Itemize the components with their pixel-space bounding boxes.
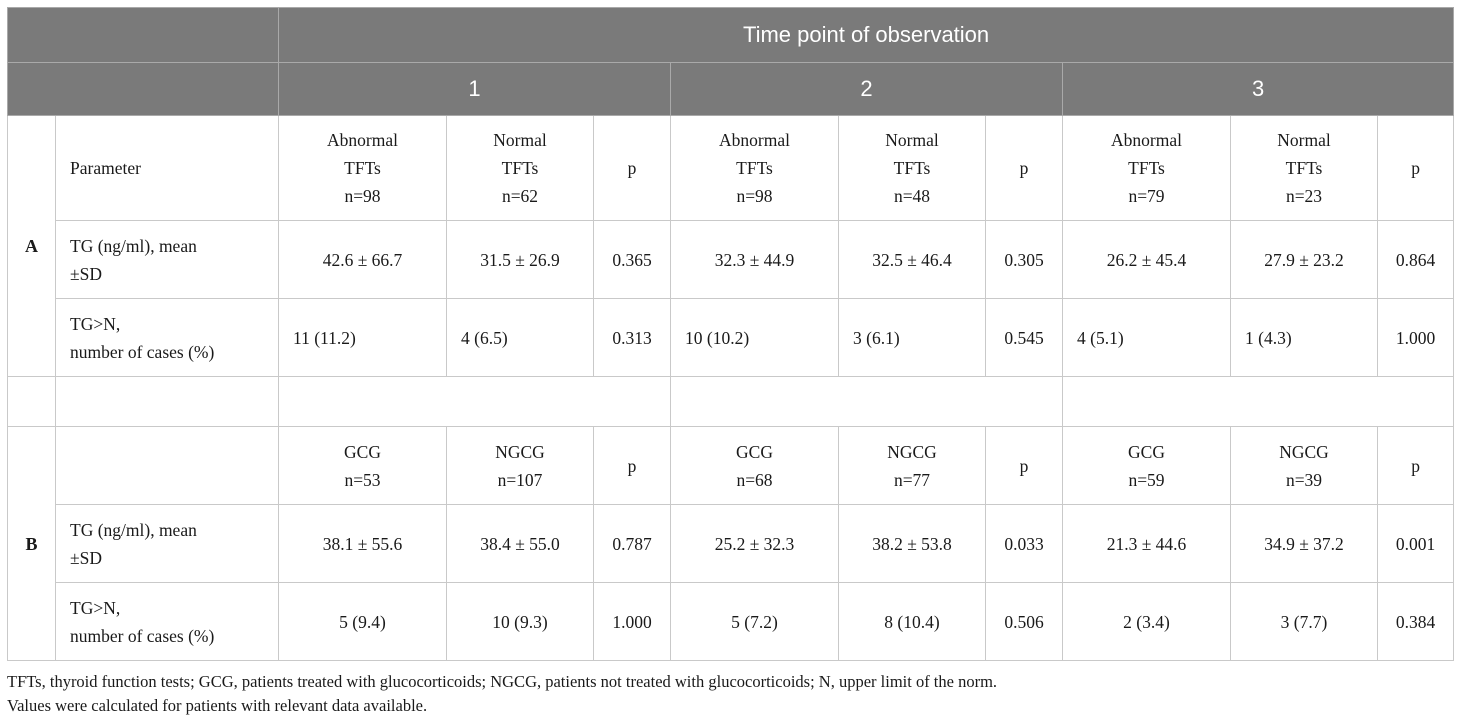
table-cell: 10 (10.2) <box>670 298 839 377</box>
table-cell: 42.6 ± 66.7 <box>278 220 447 299</box>
table-cell: 10 (9.3) <box>446 582 594 661</box>
table-cell: 38.1 ± 55.6 <box>278 504 447 583</box>
col-header: GCG n=59 <box>1062 426 1231 505</box>
table-cell: 1 (4.3) <box>1230 298 1378 377</box>
table-cell: 26.2 ± 45.4 <box>1062 220 1231 299</box>
table-row: TG>N, number of cases (%) 5 (9.4) 10 (9.3… <box>8 582 1455 661</box>
row-label: TG>N, number of cases (%) <box>55 298 279 377</box>
p-value: 0.305 <box>985 220 1063 299</box>
footnote-values: Values were calculated for patients with… <box>7 696 428 715</box>
table-cell: 5 (7.2) <box>670 582 839 661</box>
p-header: p <box>593 426 671 505</box>
table-cell: 32.5 ± 46.4 <box>838 220 986 299</box>
table-row: TG>N, number of cases (%) 11 (11.2) 4 (6.… <box>8 298 1455 377</box>
p-value: 0.506 <box>985 582 1063 661</box>
table-cell: 3 (7.7) <box>1230 582 1378 661</box>
results-table: Time point of observation 1 2 3 A Parame… <box>7 7 1455 661</box>
p-header: p <box>1376 115 1455 221</box>
p-value: 0.384 <box>1376 582 1455 661</box>
spacer-cell <box>7 376 56 427</box>
table-cell: 11 (11.2) <box>278 298 447 377</box>
p-header: p <box>985 426 1063 505</box>
col-header: Abnormal TFTs n=79 <box>1062 115 1231 221</box>
p-value: 0.001 <box>1376 504 1455 583</box>
table-cell: 27.9 ± 23.2 <box>1230 220 1378 299</box>
p-value: 0.787 <box>593 504 671 583</box>
timepoint-3: 3 <box>1061 62 1455 116</box>
col-header: NGCG n=39 <box>1230 426 1378 505</box>
p-value: 0.864 <box>1376 220 1455 299</box>
table-cell: 31.5 ± 26.9 <box>446 220 594 299</box>
spacer-cell <box>670 376 1063 427</box>
table-cell: 4 (6.5) <box>446 298 594 377</box>
section-b-label: B <box>7 426 56 661</box>
table-cell: 3 (6.1) <box>838 298 986 377</box>
table-cell: 38.2 ± 53.8 <box>838 504 986 583</box>
p-header: p <box>985 115 1063 221</box>
table-cell: 8 (10.4) <box>838 582 986 661</box>
col-header: Normal TFTs n=23 <box>1230 115 1378 221</box>
header-row-title: Time point of observation <box>7 7 1455 63</box>
table-row: TG (ng/ml), mean ±SD 38.1 ± 55.6 38.4 ± 5… <box>8 504 1455 583</box>
header-row-timepoints: 1 2 3 <box>7 62 1455 116</box>
empty-cell <box>55 426 279 505</box>
p-value: 1.000 <box>593 582 671 661</box>
col-header: GCG n=53 <box>278 426 447 505</box>
col-header: Abnormal TFTs n=98 <box>670 115 839 221</box>
p-value: 0.313 <box>593 298 671 377</box>
table-cell: 38.4 ± 55.0 <box>446 504 594 583</box>
table-cell: 32.3 ± 44.9 <box>670 220 839 299</box>
row-label: TG (ng/ml), mean ±SD <box>55 220 279 299</box>
p-header: p <box>593 115 671 221</box>
p-value: 0.545 <box>985 298 1063 377</box>
spacer-row <box>7 376 1455 427</box>
spacer-cell <box>278 376 671 427</box>
col-header: NGCG n=77 <box>838 426 986 505</box>
section-a-header-row: A Parameter Abnormal TFTs n=98 Normal TFTs n… <box>7 115 1455 377</box>
row-label: TG>N, number of cases (%) <box>55 582 279 661</box>
table-cell: 25.2 ± 32.3 <box>670 504 839 583</box>
col-header: Normal TFTs n=48 <box>838 115 986 221</box>
spacer-cell <box>55 376 279 427</box>
header-corner <box>7 7 279 63</box>
col-header: Normal TFTs n=62 <box>446 115 594 221</box>
table-cell: 21.3 ± 44.6 <box>1062 504 1231 583</box>
footnote-abbreviations: TFTs, thyroid function tests; GCG, patie… <box>7 672 998 691</box>
table-cell: 5 (9.4) <box>278 582 447 661</box>
timepoint-2: 2 <box>670 62 1063 116</box>
table-footnotes: TFTs, thyroid function tests; GCG, patie… <box>7 670 997 718</box>
section-a-label: A <box>7 115 56 377</box>
row-label: TG (ng/ml), mean ±SD <box>55 504 279 583</box>
p-value: 0.033 <box>985 504 1063 583</box>
col-header: NGCG n=107 <box>446 426 594 505</box>
spacer-cell <box>1061 376 1455 427</box>
p-value: 0.365 <box>593 220 671 299</box>
col-header: GCG n=68 <box>670 426 839 505</box>
header-corner-2 <box>7 62 279 116</box>
table-cell: 4 (5.1) <box>1062 298 1231 377</box>
p-header: p <box>1376 426 1455 505</box>
col-header: Abnormal TFTs n=98 <box>278 115 447 221</box>
p-value: 1.000 <box>1376 298 1455 377</box>
table-row: TG (ng/ml), mean ±SD 42.6 ± 66.7 31.5 ± 2… <box>8 220 1455 299</box>
table-cell: 2 (3.4) <box>1062 582 1231 661</box>
parameter-label: Parameter <box>55 115 279 221</box>
table-cell: 34.9 ± 37.2 <box>1230 504 1378 583</box>
section-b-header-row: B GCG n=53 NGCG n=107 p GCG n=68 NGCG n=77 p… <box>7 426 1455 661</box>
header-title: Time point of observation <box>277 7 1455 63</box>
timepoint-1: 1 <box>278 62 671 116</box>
